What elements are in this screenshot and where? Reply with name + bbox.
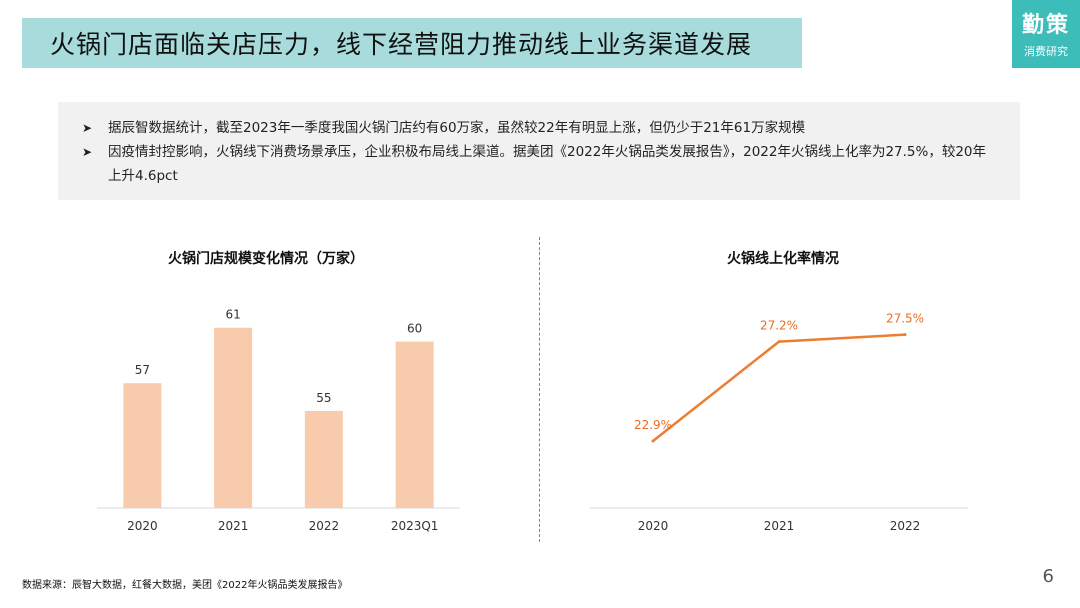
bar-2022 xyxy=(304,410,343,508)
bar-2020 xyxy=(123,383,162,508)
bar-x-tick: 2023Q1 xyxy=(391,519,439,533)
source-note: 数据来源：辰智大数据，红餐大数据，美团《2022年火锅品类发展报告》 xyxy=(22,580,348,591)
bar-x-tick: 2021 xyxy=(218,519,249,533)
chart-divider xyxy=(539,237,540,542)
bar-x-tick: 2022 xyxy=(309,519,340,533)
bar-x-tick: 2020 xyxy=(127,519,158,533)
arrow-bullet-icon: ➤ xyxy=(82,121,93,135)
summary-bullet: ➤ 因疫情封控影响，火锅线下消费场景承压，企业积极布局线上渠道。据美团《2022… xyxy=(82,140,996,188)
bar-chart-title: 火锅门店规模变化情况（万家） xyxy=(168,251,364,267)
summary-bullet: ➤ 据辰智数据统计，截至2023年一季度我国火锅门店约有60万家，虽然较22年有… xyxy=(82,116,996,140)
bar-2021 xyxy=(214,327,253,508)
online-rate-series-line xyxy=(652,333,906,442)
bar-value-label: 57 xyxy=(135,363,150,377)
page-title: 火锅门店面临关店压力，线下经营阻力推动线上业务渠道发展 xyxy=(50,30,753,59)
summary-text: 据辰智数据统计，截至2023年一季度我国火锅门店约有60万家，虽然较22年有明显… xyxy=(108,120,806,136)
bar-value-label: 61 xyxy=(225,308,240,322)
line-value-label: 27.5% xyxy=(886,312,924,326)
summary-text: 因疫情封控影响，火锅线下消费场景承压，企业积极布局线上渠道。据美团《2022年火… xyxy=(108,144,987,184)
logo-name: 勤策 xyxy=(1021,13,1070,38)
line-x-tick: 2021 xyxy=(764,519,795,533)
brand-logo: 勤策 消费研究 xyxy=(1012,0,1080,68)
bar-value-label: 55 xyxy=(316,391,331,405)
line-x-tick: 2022 xyxy=(890,519,921,533)
line-point-2021 xyxy=(777,340,781,344)
line-chart-title: 火锅线上化率情况 xyxy=(727,251,839,267)
line-x-tick: 2020 xyxy=(638,519,669,533)
logo-subtitle: 消费研究 xyxy=(1024,45,1068,58)
line-value-label: 27.2% xyxy=(760,319,798,333)
title-bar: 火锅门店面临关店压力，线下经营阻力推动线上业务渠道发展 xyxy=(22,18,802,68)
bar-2023Q1 xyxy=(395,341,434,508)
arrow-bullet-icon: ➤ xyxy=(82,145,93,159)
summary-box: ➤ 据辰智数据统计，截至2023年一季度我国火锅门店约有60万家，虽然较22年有… xyxy=(58,102,1020,200)
line-value-label: 22.9% xyxy=(634,418,672,432)
page-number: 6 xyxy=(1042,566,1054,587)
bar-value-label: 60 xyxy=(407,322,422,336)
line-point-2020 xyxy=(651,439,655,443)
line-point-2022 xyxy=(903,333,907,337)
